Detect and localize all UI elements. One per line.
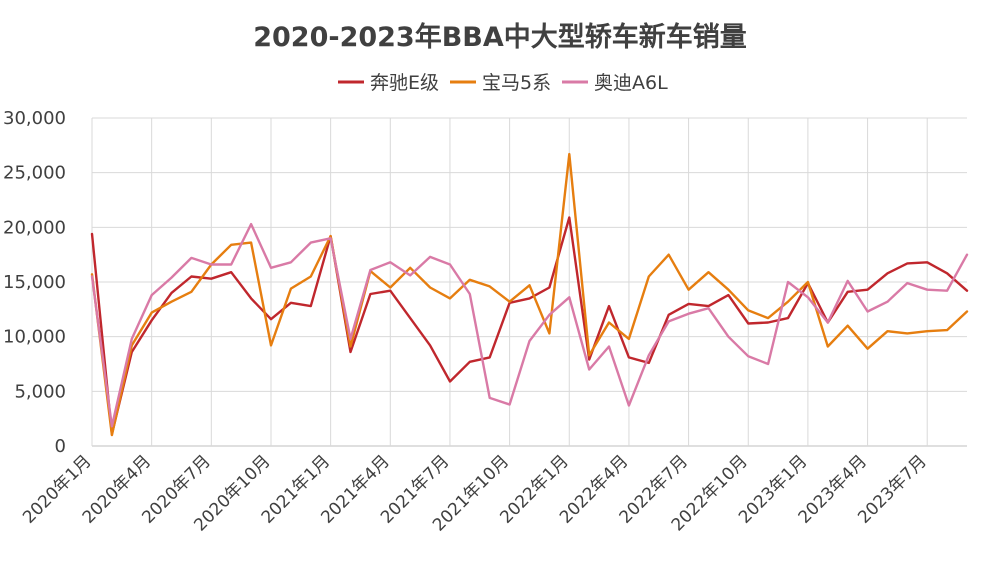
y-axis: 0 5,000 10,000 15,000 20,000 25,000 30,000	[3, 108, 66, 457]
series-line-0	[90, 216, 969, 436]
y-tick-label: 0	[55, 436, 66, 457]
y-tick-label: 15,000	[3, 272, 66, 293]
y-tick-label: 25,000	[3, 163, 66, 184]
legend-label: 奥迪A6L	[594, 72, 668, 94]
y-tick-label: 5,000	[14, 381, 66, 402]
series-line-1	[90, 152, 969, 437]
y-tick-label: 20,000	[3, 217, 66, 238]
y-tick-label: 30,000	[3, 108, 66, 129]
chart-legend: 奔驰E级 宝马5系 奥迪A6L	[338, 72, 668, 94]
chart-title: 2020-2023年BBA中大型轿车新车销量	[253, 21, 747, 53]
series-line-2	[90, 222, 969, 428]
y-tick-label: 10,000	[3, 327, 66, 348]
legend-label: 奔驰E级	[370, 72, 439, 94]
chart-grid	[91, 117, 967, 447]
legend-label: 宝马5系	[482, 72, 551, 94]
series-lines	[90, 152, 969, 437]
x-axis: 2020年1月2020年4月2020年7月2020年10月2021年1月2021…	[19, 451, 931, 535]
